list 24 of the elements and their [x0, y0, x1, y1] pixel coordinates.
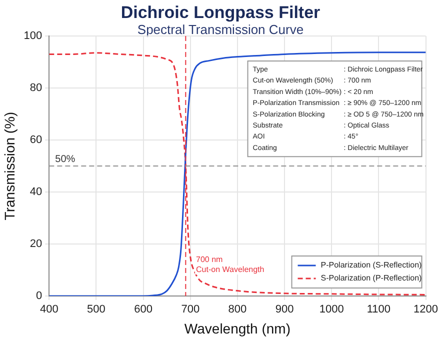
x-tick-label: 1200 [414, 304, 438, 316]
annotation: Cut-on Wavelength [196, 265, 264, 274]
x-axis-title: Wavelength (nm) [184, 320, 290, 336]
y-tick-label: 60 [30, 134, 42, 146]
x-tick-label: 800 [228, 304, 247, 316]
y-tick-label: 40 [30, 186, 42, 198]
legend-label: S-Polarization (P-Reflection) [320, 274, 422, 283]
y-tick-label: 100 [24, 30, 42, 42]
ref-line-label: 50% [55, 154, 76, 165]
x-tick-label: 500 [87, 304, 106, 316]
x-tick-label: 1100 [366, 304, 391, 316]
annotation: 700 nm [196, 254, 224, 264]
chart-subtitle: Spectral Transmission Curve [137, 22, 304, 37]
y-tick-label: 0 [36, 290, 42, 302]
chart-title: Dichroic Longpass Filter [120, 3, 322, 23]
x-tick-label: 1000 [319, 304, 344, 316]
y-tick-label: 80 [30, 82, 42, 94]
x-tick-label: 400 [40, 304, 58, 316]
legend-label: P-Polarization (S-Reflection) [320, 260, 422, 270]
x-tick-label: 600 [134, 304, 152, 316]
y-tick-label: 20 [30, 238, 42, 250]
x-tick-label: 700 [181, 304, 200, 316]
y-axis-title: Transmission (%) [1, 112, 18, 220]
x-tick-label: 900 [275, 304, 294, 316]
